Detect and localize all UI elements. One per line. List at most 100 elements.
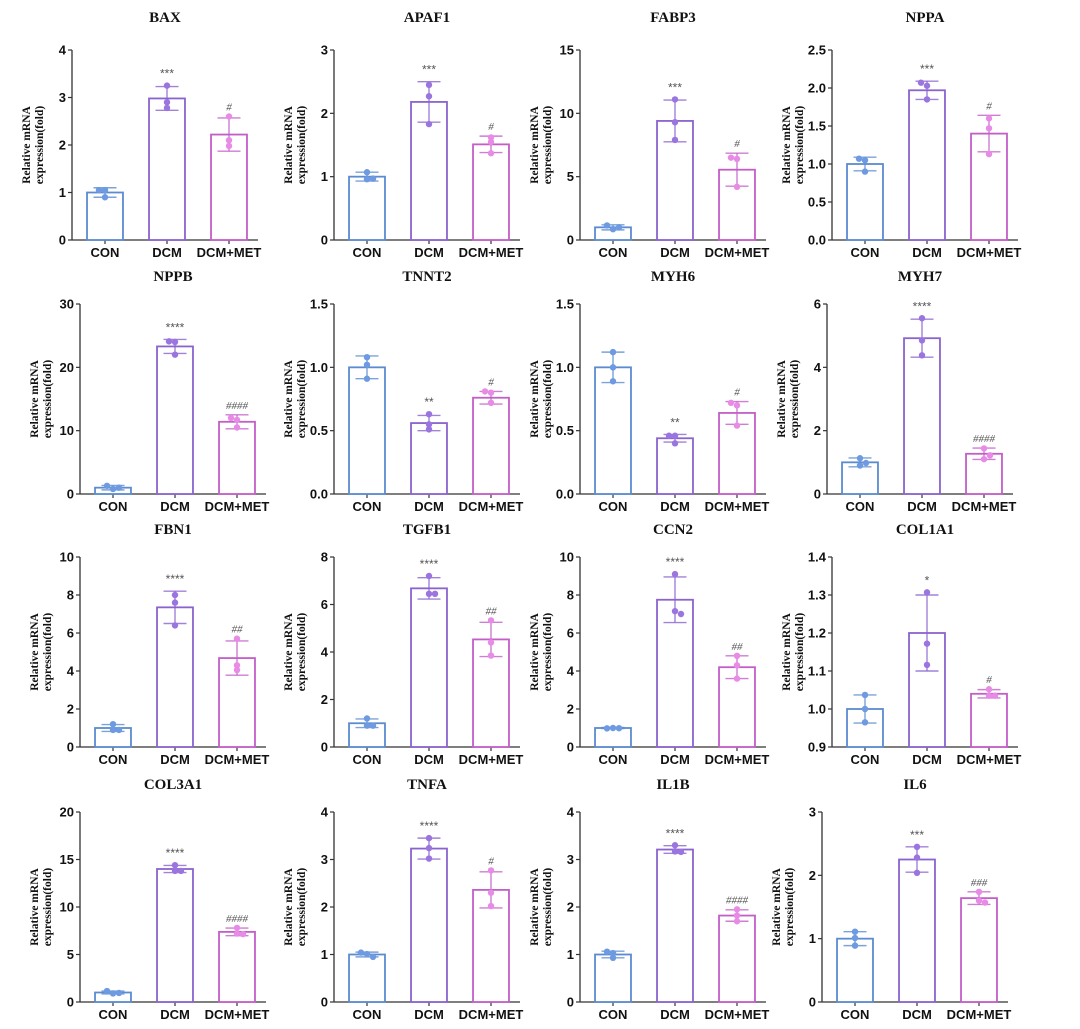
data-point: [103, 987, 111, 995]
significance-dcm-met: #: [488, 376, 494, 388]
y-tick-label: 30: [60, 297, 74, 312]
data-point: [671, 96, 679, 103]
y-tick-label: 0: [67, 995, 74, 1010]
y-axis-label-line: Relative mRNA: [529, 360, 541, 438]
y-axis-label: Relative mRNA expression(fold): [21, 106, 46, 185]
data-point: [363, 375, 371, 382]
y-tick-label: 2: [321, 692, 328, 707]
bar-con: [348, 175, 386, 241]
data-point: [425, 81, 433, 89]
bar-dcm: [410, 587, 448, 748]
significance-dcm-met: ###: [971, 877, 988, 889]
data-point: [425, 411, 433, 418]
y-tick-label: 8: [567, 588, 574, 603]
significance-dcm: ***: [910, 828, 924, 842]
y-axis-label-line: expression(fold): [296, 613, 308, 692]
data-point: [487, 399, 495, 406]
y-tick-label: 20: [60, 805, 74, 820]
significance-dcm: ****: [166, 320, 185, 334]
data-point: [487, 652, 495, 659]
y-axis-label-line: expression(fold): [296, 360, 308, 439]
y-tick-label: 1: [321, 169, 328, 184]
data-point: [425, 590, 433, 598]
y-axis-label-line: expression(fold): [42, 613, 54, 692]
y-axis-label: Relative mRNA expression(fold): [29, 360, 54, 439]
y-tick-label: 0: [809, 995, 816, 1010]
y-axis-label-line: expression(fold): [296, 868, 308, 947]
y-tick-label: 6: [67, 626, 74, 641]
data-point: [227, 414, 235, 422]
y-tick-label: 1.2: [808, 626, 826, 641]
data-point: [109, 990, 117, 997]
y-tick-label: 2: [567, 900, 574, 915]
data-point: [615, 224, 623, 231]
data-point: [671, 136, 679, 144]
x-tick-label: DCM: [912, 752, 942, 767]
data-point: [171, 591, 179, 599]
data-point: [603, 725, 611, 732]
panel-col1a1: COL1A1 Relative mRNA expression(fold) 0.9 1.…: [781, 522, 1021, 767]
data-point: [109, 726, 117, 734]
data-point: [986, 452, 994, 459]
data-point: [918, 352, 926, 359]
x-tick-label: DCM+MET: [459, 752, 524, 767]
y-tick-label: 0.5: [808, 195, 826, 210]
data-point: [733, 652, 741, 659]
x-tick-label: CON: [91, 245, 120, 260]
y-tick-label: 0: [567, 995, 574, 1010]
y-axis-label-line: expression(fold): [42, 868, 54, 947]
data-point: [677, 848, 685, 856]
data-point: [425, 844, 433, 852]
bar-con: [348, 366, 386, 495]
data-point: [918, 337, 926, 344]
significance-dcm-met: #: [488, 121, 494, 133]
significance-dcm: ***: [920, 62, 934, 76]
significance-dcm-met: ####: [226, 400, 249, 412]
significance-dcm-met: ##: [232, 624, 244, 636]
panel-title: MYH7: [898, 269, 943, 285]
data-point: [431, 590, 439, 598]
data-point: [733, 675, 741, 682]
data-point: [109, 721, 117, 728]
x-tick-label: CON: [599, 752, 628, 767]
data-point: [363, 361, 371, 368]
y-axis-label-line: Relative mRNA: [29, 360, 41, 438]
data-point: [171, 351, 179, 358]
data-point: [363, 354, 371, 361]
data-point: [425, 120, 433, 128]
y-axis-label-line: Relative mRNA: [21, 106, 33, 184]
y-tick-label: 0: [321, 740, 328, 755]
x-tick-label: DCM: [912, 245, 942, 260]
y-tick-label: 4: [59, 43, 67, 58]
data-point: [171, 867, 179, 875]
x-tick-label: DCM: [907, 499, 937, 514]
data-point: [733, 183, 741, 190]
y-axis-label-line: Relative mRNA: [283, 613, 295, 691]
y-axis-label-line: Relative mRNA: [781, 613, 793, 691]
significance-dcm: **: [670, 415, 680, 429]
bar-con: [846, 163, 884, 241]
data-point: [733, 906, 741, 913]
data-point: [171, 622, 179, 629]
data-point: [671, 570, 679, 578]
y-tick-label: 3: [809, 805, 816, 820]
y-axis-label-line: Relative mRNA: [776, 360, 788, 438]
data-point: [487, 902, 495, 910]
y-tick-label: 0.0: [808, 233, 826, 248]
significance-dcm: ***: [668, 80, 682, 94]
panel-nppb: NPPB Relative mRNA expression(fold) 0 10 20 30…: [29, 269, 269, 514]
data-point: [861, 691, 869, 699]
y-tick-label: 1.0: [556, 360, 574, 375]
y-tick-label: 1.5: [556, 297, 574, 312]
x-tick-label: DCM: [160, 499, 190, 514]
x-tick-label: DCM+MET: [459, 245, 524, 260]
bar-dcm: [656, 848, 694, 1003]
y-tick-label: 2.5: [808, 43, 826, 58]
data-point: [856, 462, 864, 469]
data-point: [103, 482, 111, 489]
data-point: [917, 79, 925, 86]
y-axis-label: Relative mRNA expression(fold): [529, 106, 554, 185]
bar-dcm: [148, 97, 186, 241]
y-axis-label: Relative mRNA expression(fold): [283, 106, 308, 185]
